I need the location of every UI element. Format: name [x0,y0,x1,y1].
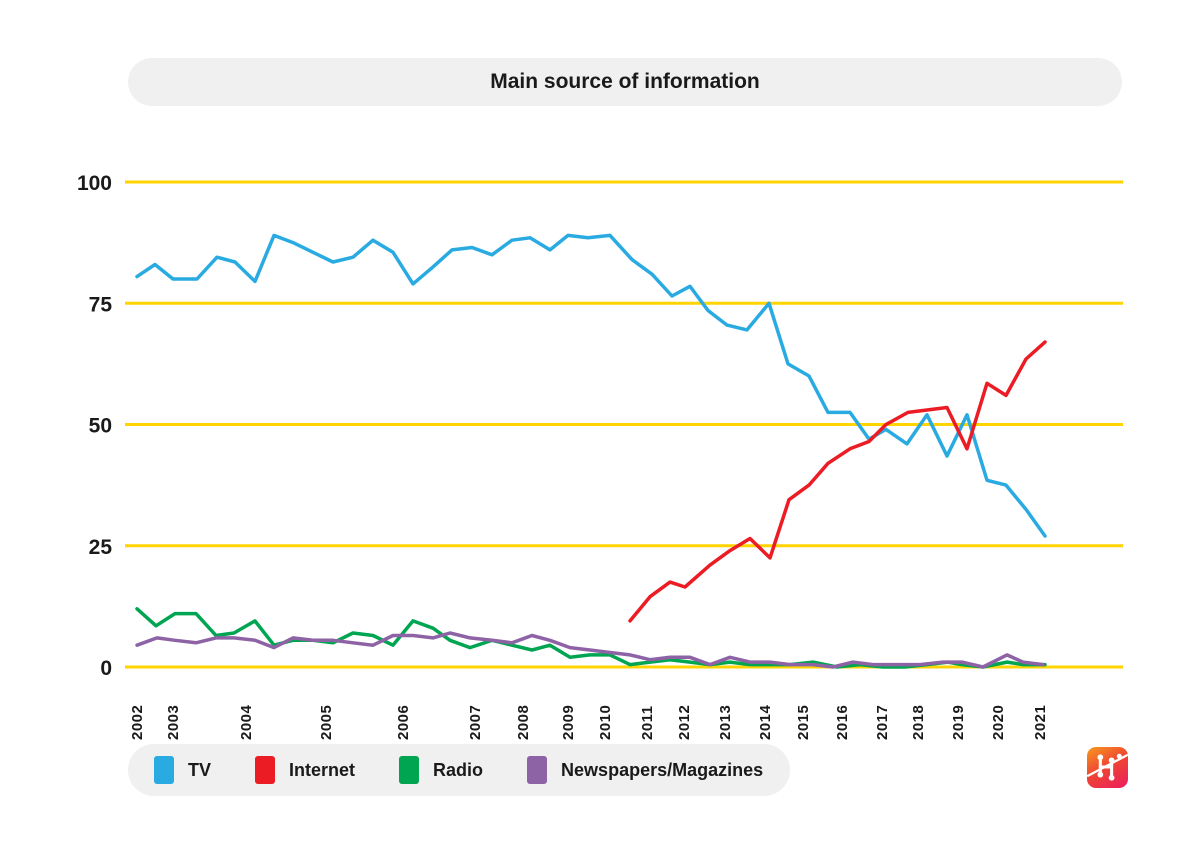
legend-label: Newspapers/Magazines [561,759,764,780]
legend-swatch [255,756,276,784]
legend-label: TV [188,759,212,780]
y-axis-label: 75 [89,293,113,316]
legend-item-newspapers-magazines: Newspapers/Magazines [527,756,763,784]
x-axis-label-2004: 2004 [238,704,255,740]
legend-swatch [154,756,174,784]
x-axis-label-2003: 2003 [165,705,182,740]
legend-label: Internet [289,759,356,780]
legend-label: Radio [433,759,484,780]
legend-swatch [399,756,420,784]
x-axis-label-2005: 2005 [318,705,335,740]
y-axis-label: 0 [100,657,112,680]
x-axis-label-2008: 2008 [515,705,532,740]
x-axis-label-2011: 2011 [639,705,656,740]
x-axis-label-2018: 2018 [910,705,927,740]
series-line-tv [135,233,1047,538]
logo-glyph [1087,753,1128,781]
legend-item-radio: Radio [399,756,483,784]
x-axis-label-2021: 2021 [1032,705,1049,740]
x-axis-label-2020: 2020 [990,705,1007,740]
x-axis-label-2016: 2016 [834,705,851,740]
legend: TV Internet Radio Newspapers/Magazines [128,744,790,796]
x-axis-label-2006: 2006 [395,705,412,740]
chart-title: Main source of information [490,70,760,93]
x-axis-label-2012: 2012 [676,705,693,740]
x-axis-label-2013: 2013 [717,705,734,740]
legend-swatch [527,756,548,784]
x-axis-label-2010: 2010 [597,705,614,740]
series-line-internet [628,340,1047,623]
chart-title-pill: Main source of information [128,58,1122,106]
brand-logo [1087,747,1128,788]
x-axis-label-2017: 2017 [874,705,891,740]
line-chart: 100 75 50 25 0 2002 2003 2004 2005 2006 2007 2008 20… [77,172,1123,740]
x-axis-label-2015: 2015 [795,705,812,740]
x-axis-label-2014: 2014 [757,704,774,740]
x-axis-label-2009: 2009 [560,705,577,740]
y-axis-label: 100 [77,172,112,195]
x-axis-label-2019: 2019 [950,705,967,740]
series-line-newspapers-magazines [135,631,1045,669]
x-axis-label-2007: 2007 [467,705,484,740]
series-line-radio [135,607,1047,669]
y-axis-label: 50 [89,415,112,438]
y-axis-label: 25 [89,536,113,559]
legend-item-internet: Internet [255,756,355,784]
x-axis-label-2002: 2002 [129,705,146,740]
legend-item-tv: TV [154,756,211,784]
